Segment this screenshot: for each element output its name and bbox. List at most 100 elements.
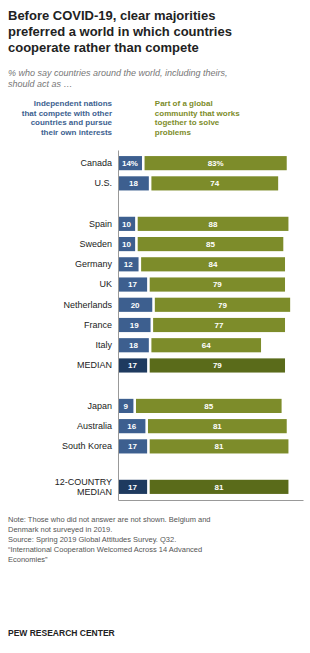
tick-label: MEDIAN	[77, 360, 112, 370]
bars	[118, 156, 290, 494]
bar	[118, 399, 133, 413]
tick-label: U.S.	[94, 178, 112, 188]
text-line: that compete with other	[22, 109, 112, 118]
bar	[118, 176, 149, 190]
tick: Italy	[95, 340, 112, 350]
text-line: Before COVID-19, clear majorities	[8, 8, 215, 23]
data-label: 74	[210, 179, 219, 188]
bar	[118, 257, 139, 271]
text-line: problems	[155, 128, 192, 137]
tick: UK	[99, 279, 112, 289]
axis-line	[119, 500, 304, 501]
bar	[118, 237, 135, 251]
text-line: Denmark not surveyed in 2019.	[8, 525, 112, 534]
data-label: 18	[129, 341, 138, 350]
tick: Australia	[77, 421, 112, 431]
text-line: cooperate rather than compete	[8, 40, 199, 55]
bar	[118, 480, 147, 494]
text-line: Economies”	[8, 555, 48, 564]
tick: Netherlands	[63, 300, 112, 310]
axis-line	[118, 151, 119, 501]
bar	[148, 419, 287, 433]
series-header: Independent nationsthat compete with oth…	[22, 99, 113, 137]
bar	[118, 338, 149, 352]
bar	[118, 156, 142, 170]
tick-label: Italy	[95, 340, 112, 350]
bar	[136, 399, 282, 413]
bar	[150, 439, 289, 453]
data-label: 85	[204, 402, 213, 411]
data-labels: 14%181010121720191817916171783%748885847…	[122, 159, 228, 492]
data-label: 10	[122, 220, 131, 229]
tick-label: 12-COUNTRYMEDIAN	[55, 477, 112, 497]
text-line: community that works	[155, 109, 240, 118]
text-line: preferred a world in which countries	[8, 24, 232, 39]
text-line: their own interests	[41, 128, 113, 137]
series-header: Part of a globalcommunity that workstoge…	[155, 99, 240, 137]
data-label: 81	[215, 442, 224, 451]
tick: Canada	[80, 158, 112, 168]
text-line: countries and pursue	[31, 118, 113, 127]
data-label: 10	[122, 240, 131, 249]
chart: Before COVID-19, clear majoritiespreferr…	[0, 0, 310, 653]
bar	[151, 338, 261, 352]
data-label: 20	[131, 301, 140, 310]
bar	[138, 237, 284, 251]
text-line: Independent nations	[34, 99, 113, 108]
text-line: Source: Spring 2019 Global Attitudes Sur…	[8, 535, 176, 544]
data-label: 17	[128, 361, 137, 370]
text-line: “International Cooperation Welcomed Acro…	[8, 545, 202, 554]
text-line: MEDIAN	[77, 487, 112, 497]
tick-label: Sweden	[79, 239, 112, 249]
tick: U.S.	[94, 178, 112, 188]
bar	[118, 318, 151, 332]
data-label: 17	[128, 280, 137, 289]
bar	[118, 277, 147, 291]
tick-label: Netherlands	[63, 300, 112, 310]
text-line: % who say countries around the world, in…	[8, 68, 228, 78]
text-line: should act as …	[8, 79, 73, 89]
text-line: Part of a global	[155, 99, 213, 108]
data-label: 64	[202, 341, 211, 350]
bar	[118, 439, 147, 453]
tick: Spain	[89, 219, 112, 229]
bar	[155, 298, 290, 312]
text-line: together to solve	[155, 118, 220, 127]
text-line: 12-COUNTRY	[55, 477, 112, 487]
data-label: 83%	[208, 159, 224, 168]
bar	[118, 419, 145, 433]
tick: Sweden	[79, 239, 112, 249]
data-label: 9	[123, 402, 128, 411]
data-label: 16	[127, 422, 136, 431]
bar	[150, 358, 285, 372]
tick-label: Australia	[77, 421, 112, 431]
data-label: 88	[209, 220, 218, 229]
note: Note: Those who did not answer are not s…	[8, 515, 210, 564]
data-label: 81	[215, 483, 224, 492]
tick: 12-COUNTRYMEDIAN	[55, 477, 112, 497]
data-label: 79	[213, 280, 222, 289]
bar	[138, 217, 289, 231]
data-label: 79	[213, 361, 222, 370]
tick-label: Canada	[80, 158, 112, 168]
title: Before COVID-19, clear majoritiespreferr…	[8, 8, 232, 55]
source: PEW RESEARCH CENTER	[8, 628, 115, 638]
y-axis: Canada U.S. Spain Sweden Germany UK Netherland…	[55, 151, 119, 501]
bar	[118, 298, 152, 312]
tick-label: South Korea	[62, 441, 112, 451]
bar	[145, 156, 287, 170]
tick: France	[84, 320, 112, 330]
tick-label: Japan	[87, 401, 112, 411]
data-label: 85	[206, 240, 215, 249]
data-label: 12	[124, 260, 133, 269]
bar	[150, 277, 285, 291]
bar	[118, 358, 147, 372]
text-line: Note: Those who did not answer are not s…	[8, 515, 210, 524]
tick-label: UK	[99, 279, 112, 289]
tick: Japan	[87, 401, 112, 411]
tick: MEDIAN	[77, 360, 112, 370]
data-label: 19	[130, 321, 139, 330]
tick: Germany	[75, 259, 113, 269]
tick-label: Spain	[89, 219, 112, 229]
data-label: 77	[215, 321, 224, 330]
